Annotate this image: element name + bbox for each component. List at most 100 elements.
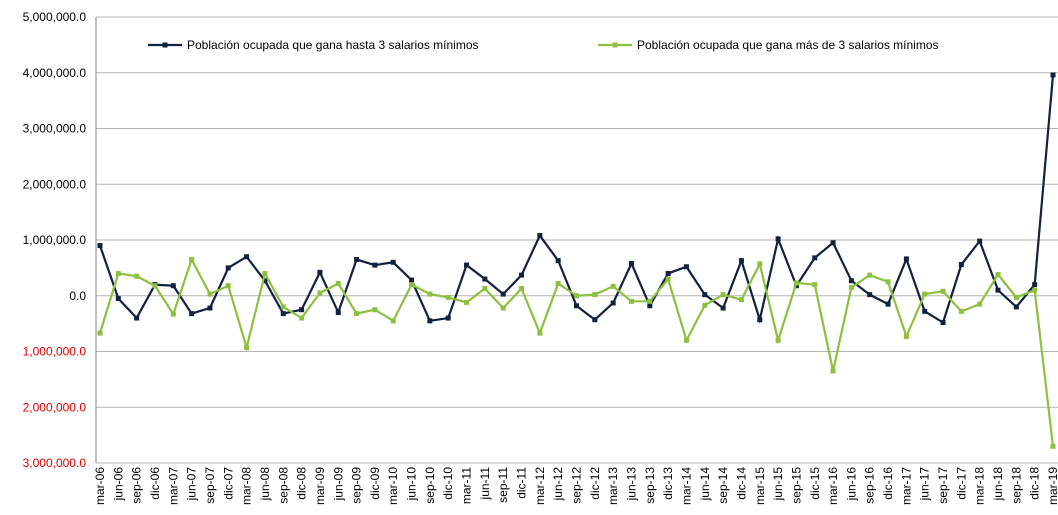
marker — [647, 298, 653, 304]
marker — [464, 262, 470, 268]
marker — [244, 254, 250, 260]
x-tick-label: dic-12 — [588, 467, 602, 500]
x-tick-label: sep-16 — [863, 467, 877, 504]
marker — [170, 283, 176, 289]
marker — [390, 318, 396, 324]
marker — [262, 270, 268, 276]
marker — [1050, 72, 1056, 78]
y-tick-label: 0.0 — [69, 289, 86, 303]
y-tick-label: 1,000,000.0 — [23, 233, 87, 247]
marker — [152, 283, 158, 289]
marker — [409, 282, 415, 288]
x-tick-label: mar-06 — [93, 467, 107, 505]
marker — [665, 276, 671, 282]
marker — [738, 297, 744, 303]
marker — [720, 305, 726, 311]
marker — [848, 278, 854, 284]
marker — [280, 304, 286, 310]
marker — [354, 311, 360, 317]
legend-label: Población ocupada que gana hasta 3 salar… — [187, 38, 479, 52]
x-tick-label: sep-08 — [276, 467, 290, 504]
marker — [903, 256, 909, 262]
marker — [1013, 304, 1019, 310]
x-tick-label: mar-19 — [1046, 467, 1058, 505]
marker — [940, 320, 946, 326]
x-tick-label: dic-11 — [515, 467, 529, 499]
marker — [665, 270, 671, 276]
marker — [628, 298, 634, 304]
marker — [812, 255, 818, 261]
marker — [757, 317, 763, 323]
x-tick-label: jun-15 — [771, 467, 785, 502]
marker — [354, 257, 360, 263]
marker — [574, 293, 579, 299]
y-tick-label: 2,000,000.0 — [23, 177, 87, 191]
x-tick-label: sep-12 — [570, 467, 584, 504]
marker — [134, 273, 140, 279]
x-tick-label: jun-08 — [258, 467, 272, 502]
marker — [830, 240, 836, 246]
x-tick-label: sep-17 — [936, 467, 950, 504]
marker — [482, 276, 488, 282]
x-tick-label: sep-06 — [130, 467, 144, 504]
marker — [1050, 443, 1056, 449]
marker — [225, 265, 231, 271]
marker — [995, 287, 1001, 293]
x-tick-label: mar-18 — [973, 467, 987, 505]
marker — [317, 269, 323, 275]
x-tick-label: dic-08 — [295, 467, 309, 500]
marker — [1032, 282, 1038, 288]
marker — [225, 283, 231, 289]
marker — [610, 283, 616, 289]
y-tick-label: 5,000,000.0 — [23, 10, 87, 24]
marker — [464, 299, 470, 305]
marker — [1013, 294, 1019, 300]
marker — [519, 272, 525, 278]
marker — [134, 315, 140, 321]
marker — [922, 291, 928, 297]
legend-marker — [612, 42, 618, 48]
marker — [372, 262, 378, 268]
x-tick-label: sep-07 — [203, 467, 217, 504]
marker — [922, 308, 928, 314]
marker — [537, 330, 543, 336]
marker — [702, 302, 708, 308]
marker — [683, 264, 689, 270]
y-tick-label: 4,000,000.0 — [23, 66, 87, 80]
x-tick-label: mar-15 — [753, 467, 767, 505]
x-tick-label: dic-13 — [661, 467, 675, 500]
marker — [940, 288, 946, 294]
x-tick-label: dic-14 — [734, 467, 748, 500]
x-tick-label: mar-09 — [313, 467, 327, 505]
marker — [115, 296, 121, 302]
marker — [189, 311, 195, 317]
marker — [500, 305, 506, 311]
marker — [610, 300, 616, 306]
x-tick-label: mar-07 — [166, 467, 180, 505]
x-tick-label: jun-13 — [624, 467, 638, 502]
x-tick-label: jun-06 — [111, 467, 125, 502]
x-tick-label: sep-09 — [350, 467, 364, 504]
marker — [244, 345, 250, 351]
x-tick-label: jun-17 — [918, 467, 932, 502]
marker — [867, 292, 873, 298]
marker — [757, 261, 763, 267]
marker — [592, 292, 598, 298]
x-tick-label: sep-13 — [643, 467, 657, 504]
marker — [977, 238, 983, 244]
marker — [885, 279, 891, 285]
x-tick-label: dic-18 — [1028, 467, 1042, 500]
marker — [335, 280, 341, 286]
x-tick-label: dic-06 — [148, 467, 162, 500]
marker — [317, 290, 323, 296]
marker — [683, 337, 689, 343]
x-tick-label: jun-16 — [844, 467, 858, 502]
x-tick-label: mar-12 — [533, 467, 547, 505]
marker — [427, 318, 433, 324]
x-tick-label: sep-11 — [496, 467, 510, 503]
marker — [592, 317, 598, 323]
marker — [170, 311, 176, 317]
marker — [427, 291, 433, 297]
marker — [500, 291, 506, 297]
marker — [555, 258, 561, 264]
